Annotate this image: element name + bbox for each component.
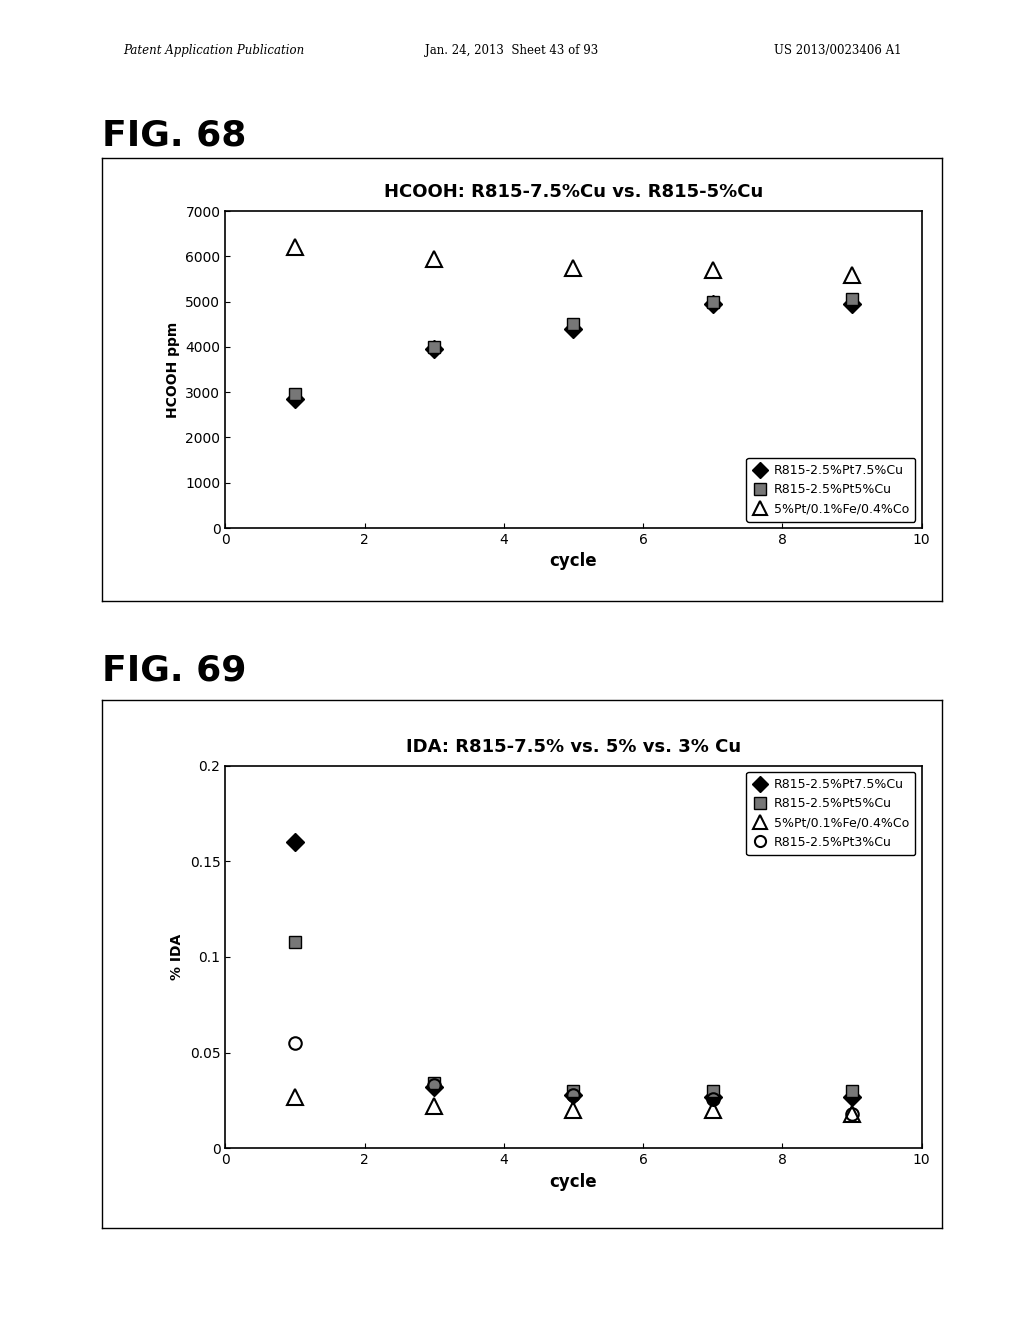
Text: Jan. 24, 2013  Sheet 43 of 93: Jan. 24, 2013 Sheet 43 of 93 xyxy=(425,44,599,57)
Text: FIG. 69: FIG. 69 xyxy=(102,653,247,688)
Title: IDA: R815-7.5% vs. 5% vs. 3% Cu: IDA: R815-7.5% vs. 5% vs. 3% Cu xyxy=(406,738,741,756)
Y-axis label: HCOOH ppm: HCOOH ppm xyxy=(166,322,180,417)
Title: HCOOH: R815-7.5%Cu vs. R815-5%Cu: HCOOH: R815-7.5%Cu vs. R815-5%Cu xyxy=(384,183,763,202)
Text: FIG. 68: FIG. 68 xyxy=(102,119,247,153)
Text: US 2013/0023406 A1: US 2013/0023406 A1 xyxy=(773,44,901,57)
Legend: R815-2.5%Pt7.5%Cu, R815-2.5%Pt5%Cu, 5%Pt/0.1%Fe/0.4%Co, R815-2.5%Pt3%Cu: R815-2.5%Pt7.5%Cu, R815-2.5%Pt5%Cu, 5%Pt… xyxy=(746,772,915,855)
X-axis label: cycle: cycle xyxy=(550,1172,597,1191)
Y-axis label: % IDA: % IDA xyxy=(170,933,184,981)
Legend: R815-2.5%Pt7.5%Cu, R815-2.5%Pt5%Cu, 5%Pt/0.1%Fe/0.4%Co: R815-2.5%Pt7.5%Cu, R815-2.5%Pt5%Cu, 5%Pt… xyxy=(746,458,915,521)
Text: Patent Application Publication: Patent Application Publication xyxy=(123,44,304,57)
X-axis label: cycle: cycle xyxy=(550,552,597,570)
